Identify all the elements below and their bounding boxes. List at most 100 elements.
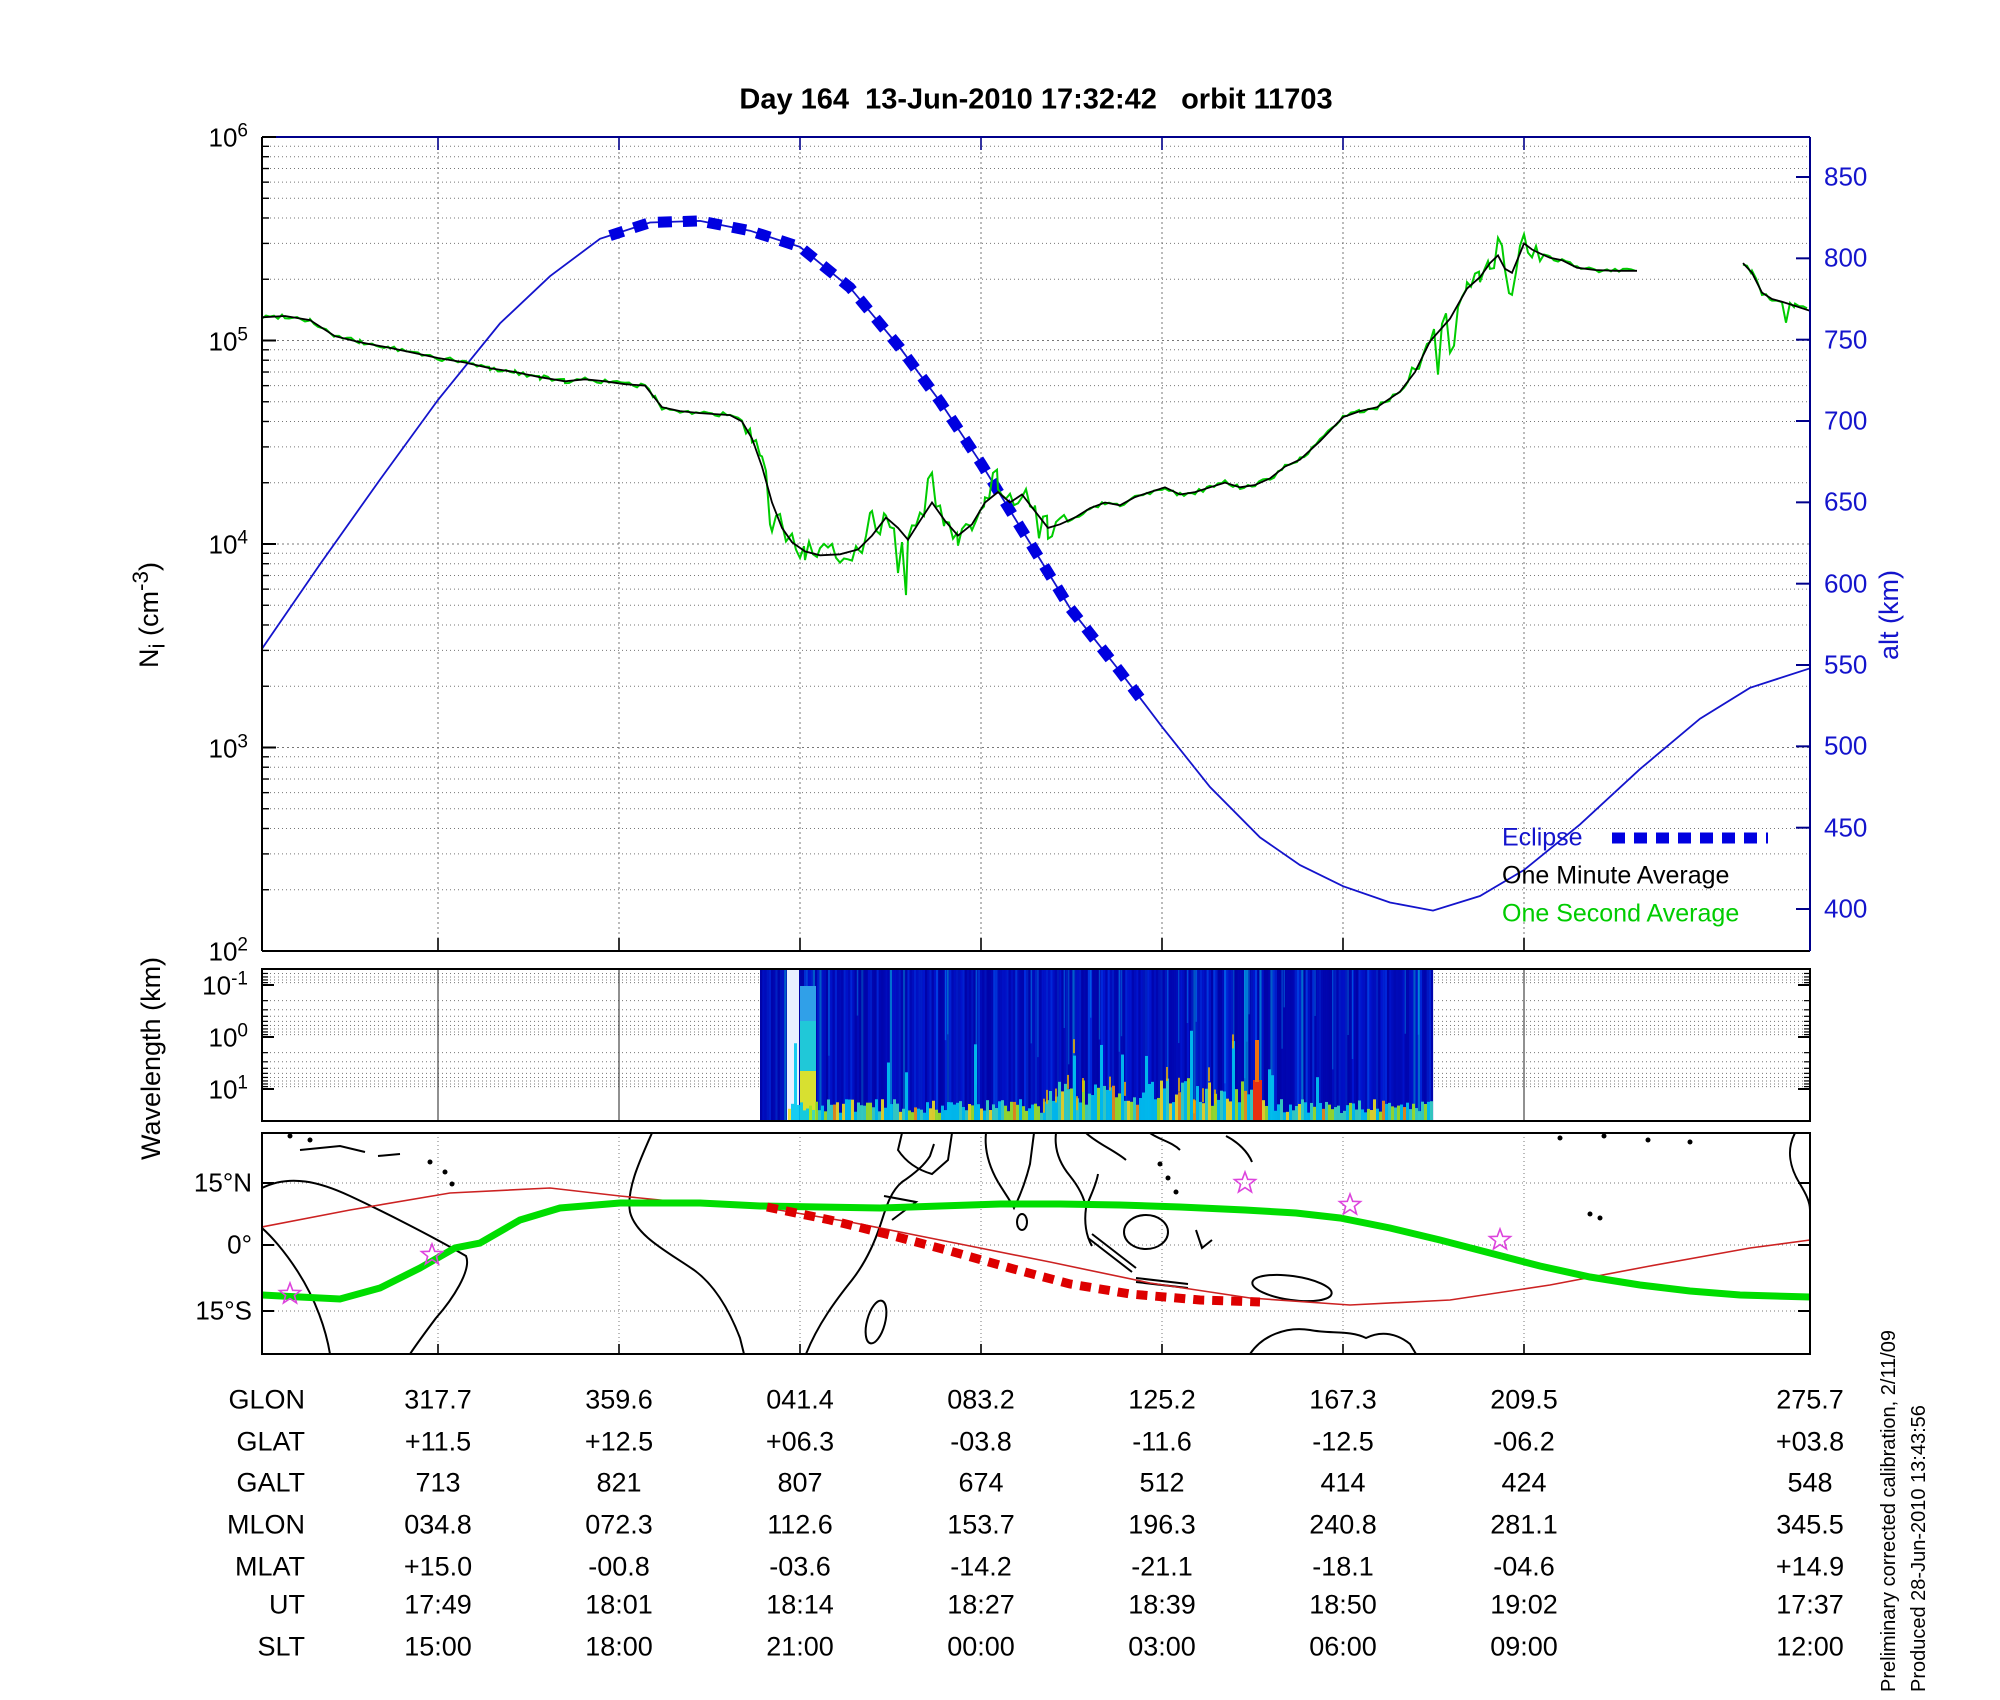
table-cell-MLON-2: 112.6: [767, 1509, 833, 1540]
map-grid: [262, 1133, 1810, 1354]
side-annotation-line2: Produced 28-Jun-2010 13:43:56: [1908, 1405, 1930, 1692]
legend-one-second-label: One Second Average: [1502, 899, 1740, 928]
top-panel-curves: [262, 215, 1810, 912]
table-cell-GALT-0: 713: [415, 1467, 461, 1498]
table-cell-GLON-4: 125.2: [1128, 1384, 1196, 1415]
world-map: [262, 1133, 1810, 1354]
table-cell-MLON-1: 072.3: [585, 1509, 653, 1540]
alt-tick-450: 450: [1824, 812, 1868, 843]
table-cell-GALT-4: 512: [1139, 1467, 1185, 1498]
table-row-label-GLON: GLON: [228, 1384, 305, 1415]
table-cell-SLT-0: 15:00: [404, 1631, 472, 1662]
table-cell-MLON-3: 153.7: [947, 1509, 1015, 1540]
ni-tick-10e2: 102: [208, 934, 249, 967]
table-cell-SLT-2: 21:00: [766, 1631, 834, 1662]
map-lat-tick-1: 0°: [227, 1229, 252, 1260]
legend-one-minute-label: One Minute Average: [1502, 861, 1730, 890]
table-row-label-UT: UT: [269, 1589, 305, 1620]
table-cell-MLON-6: 281.1: [1490, 1509, 1558, 1540]
ni-tick-10e4: 104: [208, 527, 249, 560]
table-cell-MLAT-0: +15.0: [403, 1551, 473, 1582]
table-cell-UT-7: 17:37: [1776, 1589, 1844, 1620]
table-cell-GLAT-3: -03.8: [950, 1426, 1012, 1457]
table-cell-UT-0: 17:49: [404, 1589, 472, 1620]
table-cell-SLT-7: 12:00: [1776, 1631, 1844, 1662]
table-row-label-GLAT: GLAT: [236, 1426, 305, 1457]
table-row-label-GALT: GALT: [236, 1467, 305, 1498]
wl-tick-10e0: 100: [208, 1020, 249, 1053]
ni-axis-label: Ni (cm-3): [128, 562, 170, 668]
side-annotation-line1: Preliminary corrected calibration, 2/11/…: [1878, 1329, 1900, 1692]
table-cell-GALT-7: 548: [1787, 1467, 1833, 1498]
table-cell-UT-3: 18:27: [947, 1589, 1015, 1620]
table-cell-MLON-5: 240.8: [1309, 1509, 1377, 1540]
table-cell-GLAT-4: -11.6: [1132, 1426, 1192, 1457]
table-cell-MLAT-2: -03.6: [769, 1551, 831, 1582]
wavelength-axis-label: Wavelength (km): [136, 956, 166, 1160]
alt-tick-750: 750: [1824, 324, 1868, 355]
table-cell-MLON-7: 345.5: [1776, 1509, 1844, 1540]
alt-tick-400: 400: [1824, 893, 1868, 924]
table-row-label-SLT: SLT: [257, 1631, 305, 1662]
table-cell-SLT-6: 09:00: [1490, 1631, 1558, 1662]
plot-title: Day 164 13-Jun-2010 17:32:42 orbit 11703: [739, 83, 1333, 116]
ni-tick-10e6: 106: [208, 120, 249, 153]
table-cell-SLT-3: 00:00: [947, 1631, 1015, 1662]
map-lat-tick-0: 15°N: [193, 1167, 252, 1198]
top-panel-grid: [262, 137, 1810, 951]
table-cell-UT-2: 18:14: [766, 1589, 834, 1620]
table-cell-MLAT-6: -04.6: [1493, 1551, 1555, 1582]
table-cell-UT-5: 18:50: [1309, 1589, 1377, 1620]
panel-borders: [261, 136, 1811, 1355]
legend-eclipse-label: Eclipse: [1502, 823, 1583, 852]
table-cell-MLON-0: 034.8: [404, 1509, 472, 1540]
table-cell-MLAT-4: -21.1: [1131, 1551, 1193, 1582]
alt-axis-label: alt (km): [1874, 570, 1904, 660]
table-cell-UT-1: 18:01: [585, 1589, 653, 1620]
table-cell-GALT-1: 821: [596, 1467, 642, 1498]
table-cell-GLON-1: 359.6: [585, 1384, 653, 1415]
table-cell-GLAT-1: +12.5: [584, 1426, 654, 1457]
map-lat-tick-2: 15°S: [195, 1295, 252, 1326]
alt-tick-650: 650: [1824, 486, 1868, 517]
table-cell-MLAT-3: -14.2: [950, 1551, 1012, 1582]
table-row-label-MLAT: MLAT: [234, 1551, 305, 1582]
table-cell-GALT-5: 414: [1320, 1467, 1366, 1498]
table-cell-MLON-4: 196.3: [1128, 1509, 1196, 1540]
table-cell-UT-6: 19:02: [1490, 1589, 1558, 1620]
table-cell-GLON-5: 167.3: [1309, 1384, 1377, 1415]
table-cell-UT-4: 18:39: [1128, 1589, 1196, 1620]
table-cell-GLON-7: 275.7: [1776, 1384, 1844, 1415]
table-cell-SLT-4: 03:00: [1128, 1631, 1196, 1662]
table-cell-GLAT-0: +11.5: [404, 1426, 472, 1457]
alt-tick-500: 500: [1824, 730, 1868, 761]
alt-tick-600: 600: [1824, 568, 1868, 599]
table-row-label-MLON: MLON: [226, 1509, 305, 1540]
table-cell-SLT-1: 18:00: [585, 1631, 653, 1662]
table-cell-GLAT-7: +03.8: [1775, 1426, 1845, 1457]
wl-tick-10e1: 101: [208, 1072, 249, 1105]
table-cell-MLAT-1: -00.8: [588, 1551, 650, 1582]
table-cell-GLON-6: 209.5: [1490, 1384, 1558, 1415]
table-cell-MLAT-7: +14.9: [1775, 1551, 1845, 1582]
spectrogram: [760, 970, 1434, 1120]
table-cell-GLAT-6: -06.2: [1493, 1426, 1555, 1457]
table-cell-GLAT-2: +06.3: [765, 1426, 835, 1457]
table-cell-SLT-5: 06:00: [1309, 1631, 1377, 1662]
alt-tick-700: 700: [1824, 405, 1868, 436]
ni-tick-10e5: 105: [208, 324, 249, 357]
table-cell-GALT-2: 807: [777, 1467, 823, 1498]
ni-tick-10e3: 103: [208, 731, 249, 764]
wl-tick-10e-1: 10-1: [202, 968, 248, 1001]
alt-tick-850: 850: [1824, 161, 1868, 192]
table-cell-GLON-2: 041.4: [766, 1384, 834, 1415]
table-cell-GLON-3: 083.2: [947, 1384, 1015, 1415]
table-cell-GLAT-5: -12.5: [1312, 1426, 1374, 1457]
alt-tick-550: 550: [1824, 649, 1868, 680]
table-cell-MLAT-5: -18.1: [1312, 1551, 1374, 1582]
alt-tick-800: 800: [1824, 242, 1868, 273]
table-cell-GLON-0: 317.7: [404, 1384, 472, 1415]
table-cell-GALT-3: 674: [958, 1467, 1004, 1498]
